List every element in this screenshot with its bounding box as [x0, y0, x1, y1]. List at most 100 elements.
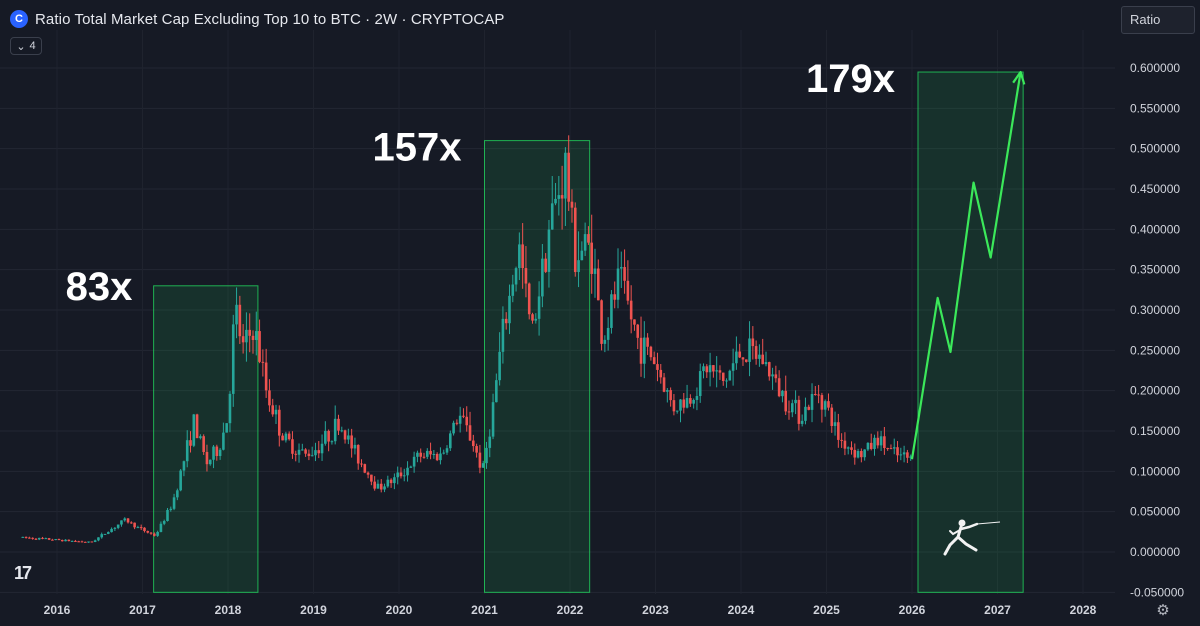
- candle: [83, 541, 87, 543]
- candle: [399, 467, 403, 479]
- candle: [603, 335, 607, 353]
- candle: [672, 394, 676, 416]
- candle: [353, 437, 357, 455]
- candle: [626, 260, 630, 305]
- candle: [830, 404, 834, 433]
- candle: [583, 222, 587, 256]
- candle: [281, 433, 284, 441]
- candle: [495, 373, 498, 403]
- candle: [31, 537, 34, 540]
- candle: [310, 446, 314, 457]
- candle: [90, 541, 94, 543]
- candle: [205, 444, 209, 472]
- candle: [199, 434, 202, 440]
- candle: [116, 524, 120, 530]
- candle: [363, 463, 367, 474]
- candle: [57, 538, 61, 541]
- candle: [718, 365, 722, 380]
- candle: [534, 313, 538, 324]
- candle: [110, 527, 113, 533]
- candle: [235, 287, 238, 339]
- candle: [254, 311, 258, 356]
- candle: [51, 538, 54, 541]
- y-tick-label: 0.400000: [1130, 222, 1180, 236]
- candle: [225, 423, 228, 433]
- fencer-icon: [943, 519, 1001, 556]
- candle: [725, 378, 728, 388]
- settings-gear-icon[interactable]: ⚙: [1156, 602, 1170, 619]
- candle: [754, 340, 758, 365]
- candle: [751, 326, 755, 360]
- candle: [261, 349, 265, 377]
- candle: [659, 364, 663, 384]
- candle: [544, 253, 547, 274]
- candle: [807, 404, 811, 411]
- candle: [274, 404, 278, 425]
- candle: [643, 321, 646, 379]
- candle: [402, 468, 406, 482]
- candle: [376, 479, 380, 489]
- candle: [248, 313, 252, 353]
- candle: [814, 386, 817, 396]
- candle: [218, 447, 222, 460]
- candle: [228, 391, 232, 433]
- candle: [531, 312, 534, 324]
- candle: [810, 383, 814, 423]
- candle: [264, 348, 268, 398]
- indicators-toggle-button[interactable]: ⌄ 4: [10, 37, 42, 55]
- projection-line: [910, 71, 1022, 460]
- candle: [909, 454, 912, 461]
- candle: [501, 306, 505, 364]
- candle: [301, 443, 304, 451]
- candle: [445, 445, 449, 455]
- x-tick-label: 2022: [557, 603, 584, 617]
- y-axis[interactable]: 0.600000 0.550000 0.500000 0.450000 0.400000…: [1130, 61, 1184, 599]
- candle: [284, 431, 288, 443]
- candle: [748, 321, 751, 377]
- candle: [156, 530, 159, 537]
- y-tick-label: 0.150000: [1130, 424, 1180, 438]
- candle: [590, 214, 594, 294]
- highlight-boxes: [153, 71, 1024, 593]
- candle: [304, 448, 307, 457]
- scale-label[interactable]: Ratio: [1121, 6, 1195, 34]
- candle: [123, 517, 127, 522]
- candle: [97, 537, 100, 542]
- candle: [797, 395, 801, 431]
- candle: [350, 428, 353, 458]
- candle: [620, 251, 623, 289]
- candle: [758, 344, 761, 367]
- candle: [817, 384, 820, 404]
- x-tick-label: 2025: [813, 603, 840, 617]
- candle: [721, 372, 725, 386]
- candle: [419, 448, 423, 463]
- candle: [330, 440, 334, 445]
- candle: [435, 452, 439, 462]
- candle: [169, 506, 173, 512]
- candle: [521, 223, 524, 289]
- candle: [238, 295, 242, 344]
- candle: [370, 474, 373, 486]
- candle: [514, 266, 518, 292]
- candle: [646, 333, 649, 355]
- candle: [432, 449, 436, 459]
- candle: [166, 508, 169, 522]
- candle: [899, 447, 903, 461]
- candle: [192, 413, 196, 448]
- candle: [54, 538, 57, 541]
- candle: [146, 530, 150, 534]
- candle: [633, 319, 636, 331]
- candle: [468, 411, 472, 441]
- candle: [324, 421, 327, 446]
- candle: [866, 442, 870, 452]
- candle: [287, 431, 291, 441]
- y-tick-label: 0.050000: [1130, 505, 1180, 519]
- candle: [636, 323, 640, 350]
- x-axis[interactable]: 2016 2017 2018 2019 2020 2021 2022 2023 2024 2025…: [44, 603, 1097, 617]
- candle: [478, 444, 482, 474]
- candle: [550, 176, 554, 230]
- candle: [294, 450, 298, 462]
- candle: [547, 219, 551, 288]
- candle: [767, 361, 771, 381]
